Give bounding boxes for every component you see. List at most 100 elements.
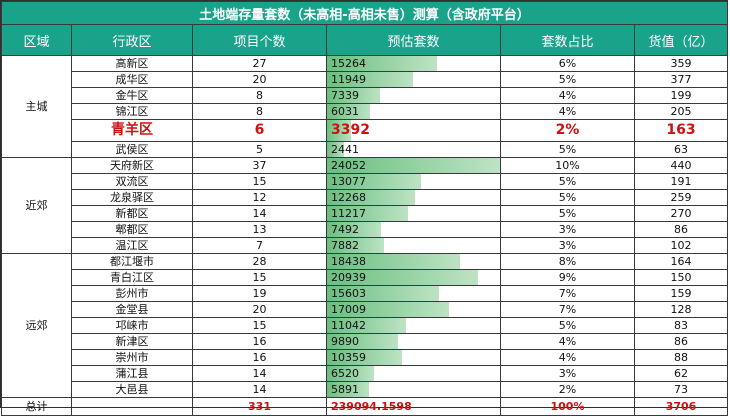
district-cell[interactable]: 双流区 xyxy=(71,173,193,190)
value-cell[interactable]: 164 xyxy=(634,253,728,270)
value-cell[interactable]: 73 xyxy=(634,381,728,398)
share-cell[interactable]: 4% xyxy=(500,333,635,350)
value-cell[interactable]: 377 xyxy=(634,71,728,88)
share-cell[interactable]: 5% xyxy=(500,317,635,334)
value-cell[interactable]: 205 xyxy=(634,103,728,120)
district-cell[interactable]: 新津区 xyxy=(71,333,193,350)
estimate-cell[interactable]: 3392 xyxy=(326,119,501,142)
share-cell[interactable]: 2% xyxy=(500,119,635,142)
estimate-cell[interactable]: 5891 xyxy=(326,381,501,398)
value-cell[interactable]: 199 xyxy=(634,87,728,104)
estimate-cell[interactable]: 24052 xyxy=(326,157,501,174)
district-cell[interactable]: 青羊区 xyxy=(71,119,193,142)
share-cell[interactable]: 7% xyxy=(500,301,635,318)
value-cell[interactable]: 63 xyxy=(634,141,728,158)
estimate-cell[interactable]: 2441 xyxy=(326,141,501,158)
projects-cell[interactable]: 14 xyxy=(192,381,327,398)
share-cell[interactable]: 8% xyxy=(500,253,635,270)
projects-cell[interactable]: 28 xyxy=(192,253,327,270)
district-cell[interactable]: 武侯区 xyxy=(71,141,193,158)
projects-cell[interactable]: 16 xyxy=(192,333,327,350)
projects-cell[interactable]: 6 xyxy=(192,119,327,142)
region-cell[interactable]: 远郊 xyxy=(1,253,72,398)
district-cell[interactable]: 温江区 xyxy=(71,237,193,254)
district-cell[interactable]: 蒲江县 xyxy=(71,365,193,382)
district-cell[interactable]: 金堂县 xyxy=(71,301,193,318)
district-cell[interactable]: 金牛区 xyxy=(71,87,193,104)
estimate-cell[interactable]: 17009 xyxy=(326,301,501,318)
estimate-cell[interactable]: 7339 xyxy=(326,87,501,104)
value-cell[interactable]: 150 xyxy=(634,269,728,286)
value-cell[interactable]: 62 xyxy=(634,365,728,382)
projects-cell[interactable]: 20 xyxy=(192,71,327,88)
projects-cell[interactable]: 12 xyxy=(192,189,327,206)
district-cell[interactable]: 新都区 xyxy=(71,205,193,222)
district-cell[interactable]: 都江堰市 xyxy=(71,253,193,270)
estimate-cell[interactable]: 20939 xyxy=(326,269,501,286)
value-cell[interactable]: 191 xyxy=(634,173,728,190)
value-cell[interactable]: 163 xyxy=(634,119,728,142)
estimate-cell[interactable]: 15264 xyxy=(326,55,501,72)
district-cell[interactable]: 大邑县 xyxy=(71,381,193,398)
share-cell[interactable]: 3% xyxy=(500,221,635,238)
share-cell[interactable]: 3% xyxy=(500,237,635,254)
projects-cell[interactable]: 15 xyxy=(192,317,327,334)
total-projects[interactable]: 331 xyxy=(192,397,327,416)
estimate-cell[interactable]: 7882 xyxy=(326,237,501,254)
share-cell[interactable]: 7% xyxy=(500,285,635,302)
share-cell[interactable]: 10% xyxy=(500,157,635,174)
estimate-cell[interactable]: 15603 xyxy=(326,285,501,302)
share-cell[interactable]: 5% xyxy=(500,71,635,88)
region-cell[interactable]: 近郊 xyxy=(1,157,72,254)
projects-cell[interactable]: 16 xyxy=(192,349,327,366)
value-cell[interactable]: 86 xyxy=(634,221,728,238)
total-district[interactable] xyxy=(71,397,193,416)
projects-cell[interactable]: 19 xyxy=(192,285,327,302)
total-label[interactable]: 总计 xyxy=(1,397,72,416)
share-cell[interactable]: 9% xyxy=(500,269,635,286)
total-share[interactable]: 100% xyxy=(500,397,635,416)
estimate-cell[interactable]: 10359 xyxy=(326,349,501,366)
total-estimate[interactable]: 239094.1598 xyxy=(326,397,501,416)
projects-cell[interactable]: 14 xyxy=(192,205,327,222)
estimate-cell[interactable]: 13077 xyxy=(326,173,501,190)
value-cell[interactable]: 270 xyxy=(634,205,728,222)
projects-cell[interactable]: 13 xyxy=(192,221,327,238)
projects-cell[interactable]: 27 xyxy=(192,55,327,72)
share-cell[interactable]: 4% xyxy=(500,349,635,366)
value-cell[interactable]: 88 xyxy=(634,349,728,366)
share-cell[interactable]: 4% xyxy=(500,103,635,120)
projects-cell[interactable]: 14 xyxy=(192,365,327,382)
district-cell[interactable]: 崇州市 xyxy=(71,349,193,366)
estimate-cell[interactable]: 12268 xyxy=(326,189,501,206)
share-cell[interactable]: 5% xyxy=(500,205,635,222)
share-cell[interactable]: 5% xyxy=(500,173,635,190)
district-cell[interactable]: 彭州市 xyxy=(71,285,193,302)
value-cell[interactable]: 159 xyxy=(634,285,728,302)
district-cell[interactable]: 邛崃市 xyxy=(71,317,193,334)
projects-cell[interactable]: 7 xyxy=(192,237,327,254)
region-cell[interactable]: 主城 xyxy=(1,55,72,158)
district-cell[interactable]: 成华区 xyxy=(71,71,193,88)
estimate-cell[interactable]: 6031 xyxy=(326,103,501,120)
estimate-cell[interactable]: 11949 xyxy=(326,71,501,88)
district-cell[interactable]: 天府新区 xyxy=(71,157,193,174)
estimate-cell[interactable]: 9890 xyxy=(326,333,501,350)
district-cell[interactable]: 锦江区 xyxy=(71,103,193,120)
estimate-cell[interactable]: 7492 xyxy=(326,221,501,238)
district-cell[interactable]: 青白江区 xyxy=(71,269,193,286)
projects-cell[interactable]: 37 xyxy=(192,157,327,174)
share-cell[interactable]: 3% xyxy=(500,365,635,382)
value-cell[interactable]: 83 xyxy=(634,317,728,334)
share-cell[interactable]: 4% xyxy=(500,87,635,104)
value-cell[interactable]: 359 xyxy=(634,55,728,72)
share-cell[interactable]: 5% xyxy=(500,189,635,206)
value-cell[interactable]: 102 xyxy=(634,237,728,254)
projects-cell[interactable]: 20 xyxy=(192,301,327,318)
value-cell[interactable]: 440 xyxy=(634,157,728,174)
projects-cell[interactable]: 8 xyxy=(192,103,327,120)
projects-cell[interactable]: 5 xyxy=(192,141,327,158)
value-cell[interactable]: 86 xyxy=(634,333,728,350)
estimate-cell[interactable]: 11217 xyxy=(326,205,501,222)
share-cell[interactable]: 5% xyxy=(500,141,635,158)
